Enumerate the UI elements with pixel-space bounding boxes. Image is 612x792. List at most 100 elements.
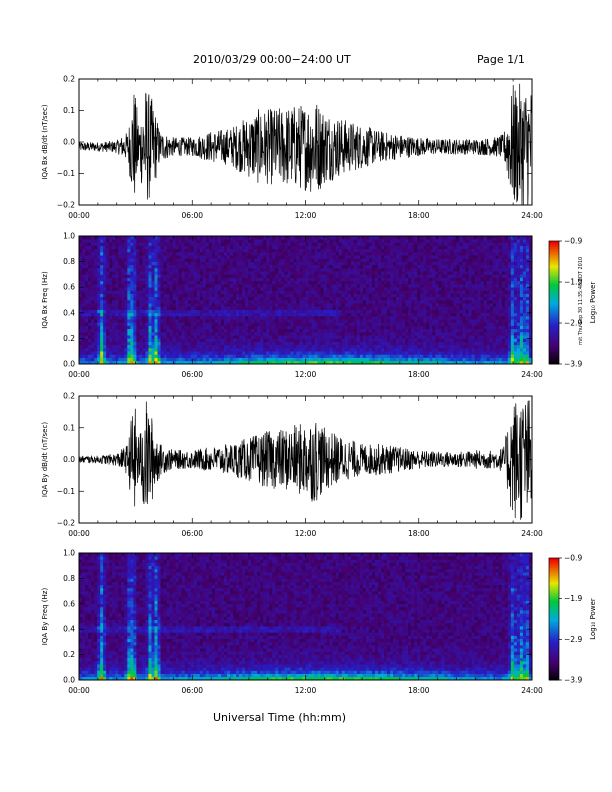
heatmap-cell [344, 319, 349, 323]
heatmap-cell [329, 344, 333, 349]
heatmap-cell [390, 332, 394, 336]
heatmap-cell [405, 293, 409, 298]
heatmap-cell [166, 348, 170, 352]
heatmap-cell [387, 316, 391, 320]
heatmap-cell [435, 274, 439, 278]
heatmap-cell [127, 287, 131, 291]
heatmap-cell [444, 293, 448, 298]
heatmap-cell [432, 335, 436, 339]
heatmap-cell [317, 357, 321, 362]
heatmap-cell [350, 316, 355, 320]
heatmap-cell [172, 296, 176, 301]
heatmap-cell [341, 328, 346, 333]
heatmap-cell [326, 287, 330, 291]
heatmap-cell [275, 312, 279, 317]
heatmap-cell [127, 255, 131, 259]
heatmap-cell [223, 344, 228, 349]
heatmap-cell [353, 293, 358, 298]
heatmap-cell [115, 309, 119, 314]
heatmap-cell [115, 341, 119, 346]
heatmap-cell [163, 344, 167, 349]
heatmap-cell [341, 261, 346, 266]
heatmap-cell [139, 357, 143, 362]
heatmap-cell [447, 293, 451, 298]
heatmap-cell [332, 258, 336, 262]
heatmap-cell [384, 351, 388, 355]
heatmap-cell [109, 248, 113, 253]
heatmap-cell [106, 284, 110, 288]
heatmap-cell [272, 264, 276, 269]
heatmap-cell [411, 290, 415, 294]
heatmap-cell [100, 236, 104, 240]
heatmap-cell [178, 322, 182, 326]
heatmap-cell [226, 290, 231, 294]
heatmap-cell [148, 335, 152, 339]
heatmap-cell [390, 341, 394, 346]
heatmap-cell [233, 264, 237, 269]
heatmap-cell [320, 312, 324, 317]
heatmap-cell [390, 277, 394, 282]
heatmap-cell [347, 277, 352, 282]
heatmap-cell [377, 338, 382, 342]
heatmap-cell [181, 261, 185, 266]
heatmap-cell [408, 274, 412, 278]
heatmap-cell [260, 357, 264, 362]
heatmap-cell [151, 335, 155, 339]
heatmap-cell [281, 319, 285, 323]
heatmap-cell [127, 296, 131, 301]
heatmap-cell [106, 300, 110, 304]
heatmap-cell [365, 335, 370, 339]
heatmap-cell [223, 312, 228, 317]
heatmap-cell [136, 354, 140, 358]
heatmap-cell [344, 242, 349, 246]
heatmap-cell [85, 239, 89, 243]
heatmap-cell [142, 351, 146, 355]
heatmap-cell [115, 255, 119, 259]
heatmap-cell [184, 242, 189, 246]
heatmap-cell [148, 271, 152, 275]
heatmap-cell [374, 354, 379, 358]
heatmap-cell [245, 264, 249, 269]
heatmap-cell [190, 296, 195, 301]
heatmap-cell [347, 316, 352, 320]
heatmap-cell [405, 316, 409, 320]
heatmap-cell [82, 274, 86, 278]
heatmap-cell [175, 255, 179, 259]
heatmap-cell [115, 261, 119, 266]
heatmap-cell [148, 328, 152, 333]
heatmap-cell [317, 274, 321, 278]
heatmap-cell [314, 341, 318, 346]
heatmap-cell [414, 261, 418, 266]
heatmap-cell [142, 268, 146, 272]
heatmap-cell [353, 248, 358, 253]
heatmap-cell [220, 357, 225, 362]
heatmap-cell [133, 341, 137, 346]
heatmap-cell [208, 258, 213, 262]
heatmap-cell [148, 293, 152, 298]
heatmap-cell [414, 271, 418, 275]
heatmap-cell [169, 245, 173, 250]
heatmap-cell [317, 332, 321, 336]
heatmap-cell [317, 351, 321, 355]
heatmap-cell [362, 338, 367, 342]
heatmap-cell [136, 239, 140, 243]
heatmap-cell [417, 242, 421, 246]
heatmap-cell [233, 277, 237, 282]
heatmap-cell [214, 280, 219, 285]
heatmap-cell [254, 300, 258, 304]
heatmap-cell [142, 293, 146, 298]
heatmap-cell [396, 357, 400, 362]
heatmap-cell [302, 293, 306, 298]
heatmap-cell [91, 309, 95, 314]
heatmap-cell [384, 322, 388, 326]
heatmap-cell [368, 309, 373, 314]
heatmap-cell [447, 338, 451, 342]
heatmap-cell [133, 309, 137, 314]
heatmap-cell [411, 319, 415, 323]
heatmap-cell [133, 306, 137, 310]
heatmap-cell [329, 255, 333, 259]
heatmap-cell [169, 248, 173, 253]
heatmap-cell [368, 258, 373, 262]
heatmap-cell [284, 344, 288, 349]
heatmap-cell [435, 332, 439, 336]
